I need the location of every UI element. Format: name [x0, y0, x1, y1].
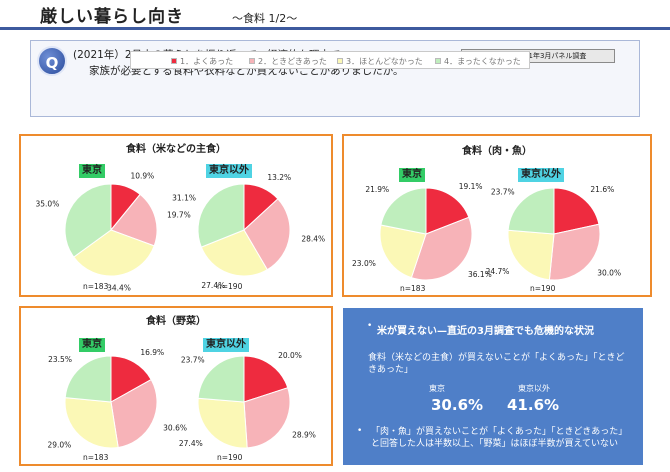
legend-swatch — [171, 58, 177, 64]
slice-sometimes — [110, 193, 158, 247]
slice-never — [197, 183, 245, 248]
region-tag-tokyo: 東京 — [399, 168, 425, 182]
bullet-icon: • — [367, 321, 373, 331]
data-label: 10.9% — [130, 171, 154, 180]
data-label: 23.7% — [181, 355, 205, 364]
slice-never — [380, 187, 427, 235]
data-label: 27.4% — [179, 439, 203, 448]
legend-item-never: 4．まったくなかった — [435, 56, 521, 67]
legend-label: 2．ときどきあった — [258, 57, 327, 66]
summary-question: 食料（米などの主食）が買えないことが「よくあった」「ときどきあった」 — [368, 353, 625, 375]
data-label: 13.2% — [267, 173, 291, 182]
data-label: 23.5% — [48, 355, 72, 364]
slice-rarely — [73, 229, 155, 277]
pie-chart-vegetable-tokyo: 16.9% 30.6% 29.0% 23.5% — [47, 348, 187, 449]
panel-title: 食料（肉・魚） — [462, 146, 532, 157]
slice-rarely — [200, 229, 268, 277]
bullet-icon: • — [357, 426, 363, 436]
sample-size-outside: n=190 — [217, 282, 243, 291]
chart-legend: 1．よくあった 2．ときどきあった 3．ほとんどなかった 4．まったくなかった — [130, 51, 530, 69]
region-tag-outside-tokyo: 東京以外 — [206, 164, 252, 178]
question-icon: Q — [37, 46, 67, 76]
data-label: 29.0% — [47, 440, 71, 449]
slice-rarely — [64, 397, 119, 449]
data-label: 27.4% — [201, 281, 225, 290]
pie-chart-staple-outside: 13.2% 28.4% 27.4% 31.1% — [172, 173, 325, 290]
data-label: 35.0% — [35, 200, 59, 209]
panel-meat-fish: 食料（肉・魚） 東京 東京以外 19.1% 36.1% 23.0% 21.9% 21.… — [342, 134, 652, 297]
slice-often — [243, 355, 289, 403]
sample-size-tokyo: n=183 — [83, 282, 109, 291]
legend-label: 4．まったくなかった — [444, 57, 521, 66]
data-label: 16.9% — [140, 348, 164, 357]
data-label: 30.0% — [597, 269, 621, 278]
slice-sometimes — [243, 387, 291, 449]
summary-box: • 米が買えない—直近の3月調査でも危機的な状況 食料（米などの主食）が買えない… — [343, 308, 643, 465]
panel-title: 食料（野菜） — [146, 316, 206, 327]
slice-never — [64, 183, 112, 258]
summary-tokyo-value: 30.6% — [431, 396, 484, 414]
sample-size-tokyo: n=183 — [83, 453, 109, 462]
legend-item-rarely: 3．ほとんどなかった — [337, 56, 423, 67]
region-tag-outside-tokyo: 東京以外 — [203, 338, 249, 352]
title-divider — [0, 27, 670, 30]
page-subtitle: ～食料 1/2～ — [232, 12, 298, 25]
page-title: 厳しい暮らし向き — [40, 7, 184, 27]
panel-vegetables: 食料（野菜） 東京 東京以外 16.9% 30.6% 29.0% 23.5% 20.0… — [19, 306, 333, 466]
summary-outside-value: 41.6% — [507, 396, 560, 414]
data-label: 21.9% — [365, 185, 389, 194]
sample-size-outside: n=190 — [530, 284, 556, 293]
slice-sometimes — [548, 223, 601, 281]
legend-label: 3．ほとんどなかった — [346, 57, 423, 66]
sample-size-tokyo: n=183 — [400, 284, 426, 293]
legend-swatch — [337, 58, 343, 64]
slice-often — [553, 187, 600, 235]
summary-outside-label: 東京以外 — [518, 384, 550, 393]
data-label: 19.1% — [459, 182, 483, 191]
data-label: 23.0% — [352, 259, 376, 268]
slice-sometimes — [243, 198, 291, 271]
pie-chart-vegetable-outside: 20.0% 28.9% 27.4% 23.7% — [179, 351, 316, 449]
summary-note: 「肉・魚」が買えないことが「よくあった」「ときどきあった」と回答した人は半数以上… — [371, 427, 628, 449]
region-tag-tokyo: 東京 — [79, 164, 105, 178]
region-tag-tokyo: 東京 — [79, 338, 105, 352]
legend-item-often: 1．よくあった — [171, 56, 233, 67]
legend-item-sometimes: 2．ときどきあった — [249, 56, 327, 67]
slice-often — [110, 355, 152, 403]
slice-never — [197, 355, 245, 403]
data-label: 28.4% — [301, 235, 325, 244]
data-label: 19.7% — [167, 211, 191, 220]
panel-staple-food: 食料（米などの主食） 東京 東京以外 10.9% 19.7% 34.4% 35.0% … — [19, 134, 333, 297]
data-label: 30.6% — [163, 423, 187, 432]
slice-sometimes — [410, 216, 473, 281]
pie-chart-meat-outside: 21.6% 30.0% 24.7% 23.7% — [486, 185, 621, 281]
slice-never — [64, 355, 112, 403]
data-label: 20.0% — [278, 351, 302, 360]
summary-heading: 米が買えない—直近の3月調査でも危機的な状況 — [377, 326, 594, 337]
data-label: 36.1% — [468, 270, 492, 279]
legend-swatch — [249, 58, 255, 64]
legend-swatch — [435, 58, 441, 64]
slice-never — [507, 187, 555, 235]
data-label: 28.9% — [292, 430, 316, 439]
data-label: 21.6% — [590, 185, 614, 194]
data-label: 24.7% — [486, 267, 510, 276]
slice-rarely — [379, 224, 427, 279]
pie-chart-staple-tokyo: 10.9% 19.7% 34.4% 35.0% — [35, 171, 190, 292]
slice-sometimes — [110, 378, 158, 449]
summary-tokyo-label: 東京 — [429, 384, 445, 393]
data-label: 31.1% — [172, 194, 196, 203]
data-label: 23.7% — [491, 187, 515, 196]
slice-often — [425, 187, 470, 235]
panel-title: 食料（米などの主食） — [126, 144, 226, 155]
region-tag-outside-tokyo: 東京以外 — [518, 168, 564, 182]
sample-size-outside: n=190 — [217, 453, 243, 462]
slice-rarely — [507, 229, 555, 281]
legend-label: 1．よくあった — [180, 57, 234, 66]
data-label: 34.4% — [107, 283, 131, 292]
slice-rarely — [197, 397, 248, 449]
pie-chart-meat-tokyo: 19.1% 36.1% 23.0% 21.9% — [352, 182, 492, 281]
